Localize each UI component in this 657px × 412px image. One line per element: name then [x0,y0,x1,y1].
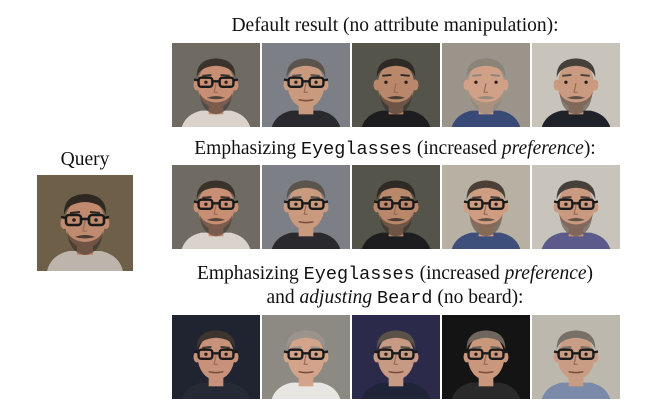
generated-face-image [352,43,440,127]
row-2-images [172,165,620,249]
row-3-caption2-text-b: (no beard): [432,287,524,308]
generated-face-image [532,165,620,249]
generated-face-image [352,165,440,249]
row-3-caption2-attr: Beard [377,288,433,309]
generated-face-image [262,315,350,399]
row-2-caption-pref: preference [501,138,584,159]
beard [199,92,233,115]
row-3-caption-text-b: (increased [414,263,505,284]
eyeglasses [193,76,239,89]
row-2-caption: Emphasizing Eyeglasses (increased prefer… [160,137,630,162]
row-3-caption-text-a: Emphasizing [196,263,304,284]
row-1-caption-text: Default result (no attribute manipulatio… [231,15,559,36]
query-image [37,175,133,271]
generated-face-image [442,315,530,399]
row-2-caption-text-a: Emphasizing [194,138,301,159]
eyeglasses [283,348,329,361]
row-2-caption-attr: Eyeglasses [300,139,412,160]
row-3-caption-attr: Eyeglasses [303,264,415,285]
row-3-caption-line-2: and adjusting Beard (no beard): [160,286,630,311]
row-2-caption-text-c: ): [583,138,596,159]
beard [469,92,503,115]
row-3-caption-pref: preference [504,263,587,284]
row-1-caption: Default result (no attribute manipulatio… [172,14,618,38]
eyeglasses [283,76,329,89]
beard [379,214,413,237]
row-1-images [172,43,620,127]
eyeglasses [553,348,599,361]
row-2-caption-text-b: (increased [412,138,502,159]
generated-face-image [262,165,350,249]
row-3-caption-text-c: ) [586,263,594,284]
row-3-caption2-text-a: and [266,287,300,308]
eyeglasses [193,198,239,211]
eyeglasses [283,198,329,211]
generated-face-image [172,315,260,399]
eyeglasses [373,348,419,361]
row-3-caption-line-1: Emphasizing Eyeglasses (increased prefer… [160,262,630,287]
eyeglasses [463,198,509,211]
generated-face-image [172,43,260,127]
beard [469,214,503,237]
generated-face-image [532,315,620,399]
eyeglasses [463,348,509,361]
eyeglasses [60,213,110,227]
eyeglasses [193,348,239,361]
eyeglasses [373,198,419,211]
beard [559,92,593,115]
row-3-images [172,315,620,399]
generated-face-image [442,165,530,249]
generated-face-image [442,43,530,127]
generated-face-image [262,43,350,127]
generated-face-image [532,43,620,127]
beard [379,92,413,115]
query-label: Query [60,149,110,170]
beard [199,214,233,237]
eyeglasses [553,198,599,211]
beard [67,231,103,255]
row-3-caption2-adjust: adjusting [299,287,373,308]
generated-face-image [172,165,260,249]
generated-face-image [352,315,440,399]
beard [559,214,593,237]
